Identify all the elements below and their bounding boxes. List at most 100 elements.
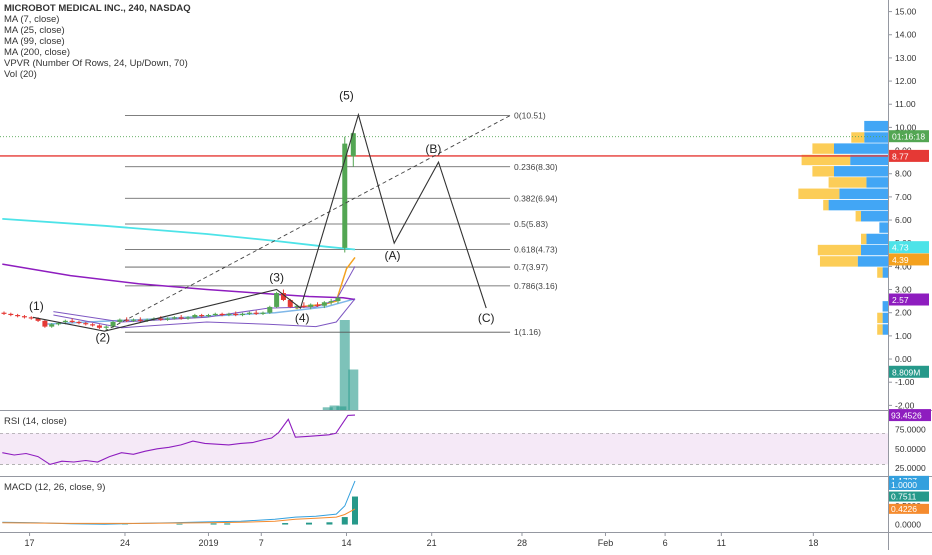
vpvr-bar-up [834,143,888,153]
candle-body [220,314,225,315]
macd-pane-label[interactable]: MACD (12, 26, close, 9) [4,482,105,493]
candle-body [165,319,170,320]
candle-body [247,313,252,314]
rsi-pane-label[interactable]: RSI (14, close) [4,416,67,427]
vpvr-bar-up [866,177,888,187]
candle-body [226,314,231,315]
legend-volume[interactable]: Vol (20) [4,69,191,80]
candle-body [22,316,27,317]
vpvr-bar-up [883,313,888,323]
fib-level-label: 0.7(3.97) [514,262,548,272]
candle-body [213,314,218,315]
candle-body [274,293,279,307]
vpvr-bar-up [883,324,888,334]
vpvr-bar-up [883,267,888,277]
candle-body [335,298,340,301]
wave-label: (B) [425,142,441,156]
legend-ma200[interactable]: MA (200, close) [4,47,191,58]
price-axis-label: 1.00 [895,331,912,341]
price-tag-label: 01:16:18 [892,132,925,142]
candle-body [83,323,88,324]
price-axis-label: 14.00 [895,30,917,40]
macd-histogram-bar [224,523,230,524]
rsi-value-label: 93.4526 [891,411,922,421]
legend-vpvr[interactable]: VPVR (Number Of Rows, 24, Up/Down, 70) [4,58,191,69]
chart-title[interactable]: MICROBOT MEDICAL INC., 240, NASDAQ [4,3,191,14]
vpvr-bar-down [877,313,882,323]
candle-body [206,315,211,316]
candle-body [97,325,102,327]
vpvr-bar-up [866,234,888,244]
vpvr-bar-up [839,189,888,199]
candle-body [111,322,116,327]
legend-ma25[interactable]: MA (25, close) [4,25,191,36]
vpvr-bar-down [851,132,864,142]
wave-label: (5) [339,89,354,103]
time-axis-label: 21 [427,538,437,548]
vpvr-bar-down [818,245,861,255]
vpvr-bar-down [812,166,834,176]
price-axis-label: 6.00 [895,215,912,225]
vpvr-bar-up [829,200,888,210]
time-axis-label: 14 [341,538,351,548]
candle-body [329,301,334,302]
candle-body [179,317,184,318]
time-axis-label: 6 [663,538,668,548]
macd-axis-label: 0.0000 [895,520,921,530]
volume-bar [340,320,350,410]
fib-level-label: 0.236(8.30) [514,162,558,172]
macd-value-label: 0.4226 [891,504,917,514]
legend-ma99[interactable]: MA (99, close) [4,36,191,47]
vpvr-bar-up [864,121,888,131]
candle-body [56,323,61,324]
wave-label: (1) [29,299,44,313]
rsi-axis-label: 50.0000 [895,444,926,454]
wave-label: (2) [95,331,110,345]
fib-level-label: 0(10.51) [514,111,546,121]
macd-value-label: 1.0000 [891,480,917,490]
vpvr-bar-up [858,256,888,266]
candle-body [301,306,306,307]
price-tag-label: 4.73 [892,243,909,253]
candle-body [322,302,327,305]
wave-label: (4) [295,311,310,325]
time-axis-label: 2019 [198,538,218,548]
price-tag-label: 8.77 [892,151,909,161]
price-axis-label: 3.00 [895,285,912,295]
price-tag-label: 2.57 [892,295,909,305]
rsi-band-fill [0,433,888,464]
price-tag-label: 4.39 [892,255,909,265]
vpvr-bar-down [820,256,858,266]
vpvr-bar-down [823,200,828,210]
vpvr-bar-up [861,211,888,221]
price-axis-label: -1.00 [895,377,915,387]
vpvr-bar-up [861,245,888,255]
macd-histogram-bar [177,524,183,525]
time-axis-label: 17 [25,538,35,548]
candle-body [199,315,204,316]
vpvr-bar-down [856,211,861,221]
vpvr-bar-down [877,324,882,334]
candle-body [63,321,68,322]
rsi-axis-label: 75.0000 [895,424,926,434]
price-axis-label: 12.00 [895,76,917,86]
candle-body [172,317,177,318]
candle-body [90,324,95,325]
vpvr-bar-down [877,267,882,277]
volume-bar [348,370,358,411]
wave-label: (C) [478,311,495,325]
candle-body [42,321,47,327]
candle-body [104,327,109,328]
candle-body [158,319,163,320]
vpvr-bar-up [864,132,888,142]
vpvr-bar-up [834,166,888,176]
vpvr-bar-up [879,222,888,232]
candle-body [15,315,20,316]
macd-histogram-bar [211,523,217,524]
price-axis-label: 15.00 [895,7,917,17]
candle-body [138,320,143,321]
candle-body [254,313,259,314]
legend-ma7[interactable]: MA (7, close) [4,14,191,25]
